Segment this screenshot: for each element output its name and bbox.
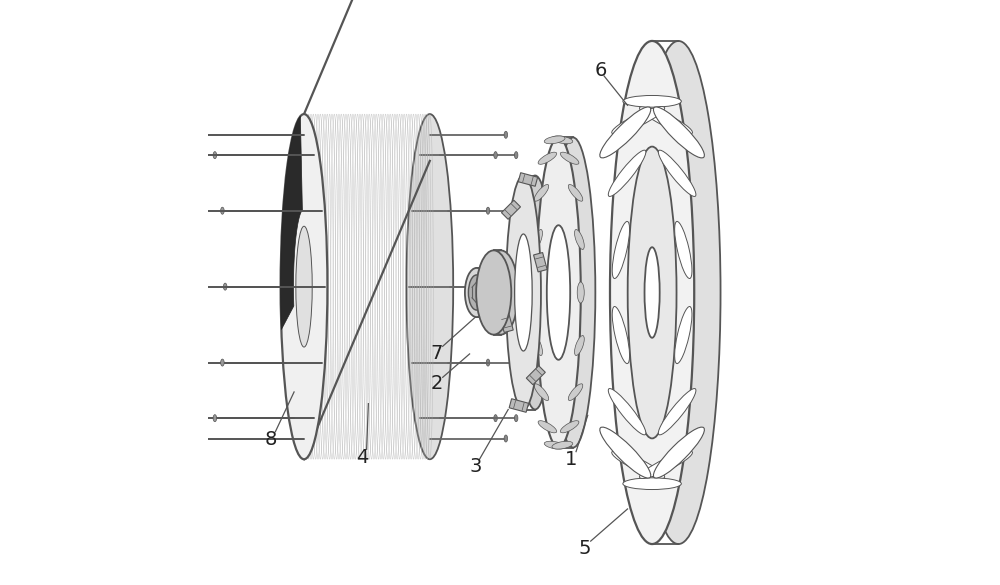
Ellipse shape [522, 207, 525, 214]
Ellipse shape [658, 388, 696, 435]
Ellipse shape [600, 427, 651, 478]
Text: 2: 2 [431, 374, 443, 393]
Ellipse shape [612, 106, 665, 134]
Ellipse shape [551, 137, 595, 448]
Ellipse shape [514, 152, 518, 159]
Ellipse shape [547, 225, 570, 360]
Polygon shape [509, 399, 529, 412]
Ellipse shape [623, 478, 681, 490]
Ellipse shape [538, 152, 557, 164]
Ellipse shape [534, 184, 549, 201]
Ellipse shape [468, 275, 485, 310]
Ellipse shape [568, 384, 583, 401]
Ellipse shape [503, 268, 526, 317]
Ellipse shape [533, 229, 542, 249]
Ellipse shape [504, 435, 508, 442]
Ellipse shape [182, 283, 186, 290]
Text: 6: 6 [594, 61, 607, 80]
Ellipse shape [675, 307, 692, 364]
Ellipse shape [504, 131, 508, 138]
Text: 8: 8 [264, 431, 277, 449]
Ellipse shape [213, 415, 217, 422]
Ellipse shape [203, 435, 206, 442]
Text: 5: 5 [579, 539, 591, 558]
Ellipse shape [552, 441, 573, 449]
Ellipse shape [476, 250, 511, 335]
Ellipse shape [612, 307, 630, 364]
Ellipse shape [640, 451, 692, 479]
Ellipse shape [533, 336, 542, 356]
Ellipse shape [518, 176, 553, 410]
Ellipse shape [221, 207, 224, 214]
Ellipse shape [610, 41, 694, 544]
Ellipse shape [653, 107, 704, 158]
Ellipse shape [608, 150, 646, 197]
Ellipse shape [185, 359, 188, 366]
Ellipse shape [494, 152, 497, 159]
Ellipse shape [658, 150, 696, 197]
Ellipse shape [636, 41, 721, 544]
Ellipse shape [538, 421, 557, 433]
Polygon shape [500, 313, 513, 332]
Ellipse shape [612, 221, 630, 278]
Ellipse shape [675, 221, 692, 278]
Ellipse shape [193, 152, 196, 159]
Ellipse shape [514, 415, 518, 422]
Ellipse shape [577, 282, 584, 303]
Ellipse shape [203, 131, 206, 138]
Ellipse shape [640, 106, 692, 134]
Polygon shape [281, 116, 302, 329]
Ellipse shape [281, 114, 327, 459]
Ellipse shape [193, 415, 196, 422]
Polygon shape [501, 200, 521, 219]
Polygon shape [534, 253, 547, 272]
Ellipse shape [575, 336, 584, 356]
Ellipse shape [525, 283, 528, 290]
Ellipse shape [185, 207, 188, 214]
Text: 4: 4 [356, 448, 369, 467]
Ellipse shape [296, 226, 312, 347]
Ellipse shape [560, 421, 579, 433]
Ellipse shape [213, 152, 217, 159]
Ellipse shape [221, 359, 224, 366]
Ellipse shape [465, 268, 488, 317]
Text: 3: 3 [469, 457, 482, 476]
Ellipse shape [486, 207, 490, 214]
Ellipse shape [494, 415, 497, 422]
Ellipse shape [628, 147, 677, 438]
Ellipse shape [515, 234, 532, 351]
Ellipse shape [645, 247, 660, 338]
Ellipse shape [223, 283, 227, 290]
Text: 1: 1 [565, 450, 578, 469]
Ellipse shape [483, 250, 518, 335]
Ellipse shape [544, 136, 565, 144]
Ellipse shape [544, 441, 565, 449]
Ellipse shape [406, 114, 453, 459]
Ellipse shape [552, 136, 573, 144]
Polygon shape [518, 173, 538, 186]
Polygon shape [526, 366, 545, 385]
Ellipse shape [536, 137, 581, 448]
Text: 7: 7 [431, 345, 443, 363]
Ellipse shape [608, 388, 646, 435]
Ellipse shape [506, 176, 541, 410]
Ellipse shape [568, 184, 583, 201]
Ellipse shape [623, 95, 681, 107]
Ellipse shape [600, 107, 651, 158]
Ellipse shape [653, 427, 704, 478]
Ellipse shape [533, 282, 540, 303]
Ellipse shape [534, 384, 549, 401]
Ellipse shape [486, 359, 490, 366]
Ellipse shape [560, 152, 579, 164]
Ellipse shape [575, 229, 584, 249]
Ellipse shape [612, 451, 665, 479]
Ellipse shape [522, 359, 525, 366]
Ellipse shape [484, 283, 487, 290]
